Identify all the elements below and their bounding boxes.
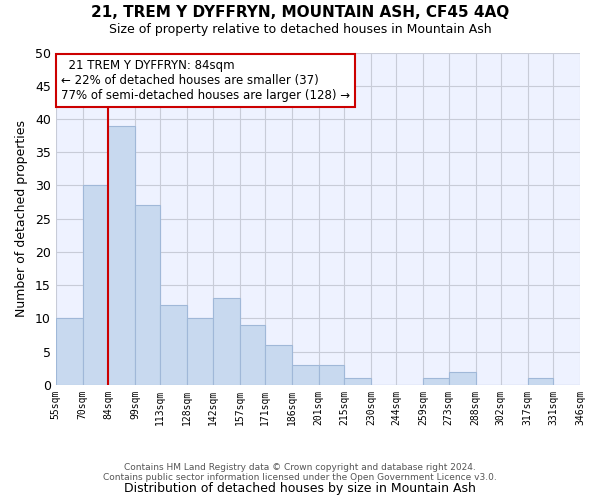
Bar	[319, 365, 344, 385]
Bar	[187, 318, 212, 385]
Text: 21 TREM Y DYFFRYN: 84sqm  
← 22% of detached houses are smaller (37)
77% of semi: 21 TREM Y DYFFRYN: 84sqm ← 22% of detach…	[61, 59, 350, 102]
Bar	[423, 378, 449, 385]
Bar	[83, 186, 108, 385]
Bar	[528, 378, 553, 385]
Text: Size of property relative to detached houses in Mountain Ash: Size of property relative to detached ho…	[109, 22, 491, 36]
Text: Contains HM Land Registry data © Crown copyright and database right 2024.: Contains HM Land Registry data © Crown c…	[124, 464, 476, 472]
Text: 21, TREM Y DYFFRYN, MOUNTAIN ASH, CF45 4AQ: 21, TREM Y DYFFRYN, MOUNTAIN ASH, CF45 4…	[91, 5, 509, 20]
Bar	[449, 372, 476, 385]
Bar	[239, 325, 265, 385]
Bar	[265, 345, 292, 385]
Y-axis label: Number of detached properties: Number of detached properties	[15, 120, 28, 317]
Bar	[56, 318, 83, 385]
Bar	[344, 378, 371, 385]
Bar	[292, 365, 319, 385]
Bar	[135, 206, 160, 385]
Text: Distribution of detached houses by size in Mountain Ash: Distribution of detached houses by size …	[124, 482, 476, 495]
Text: Contains public sector information licensed under the Open Government Licence v3: Contains public sector information licen…	[103, 474, 497, 482]
Bar	[212, 298, 239, 385]
Bar	[108, 126, 135, 385]
Bar	[160, 305, 187, 385]
